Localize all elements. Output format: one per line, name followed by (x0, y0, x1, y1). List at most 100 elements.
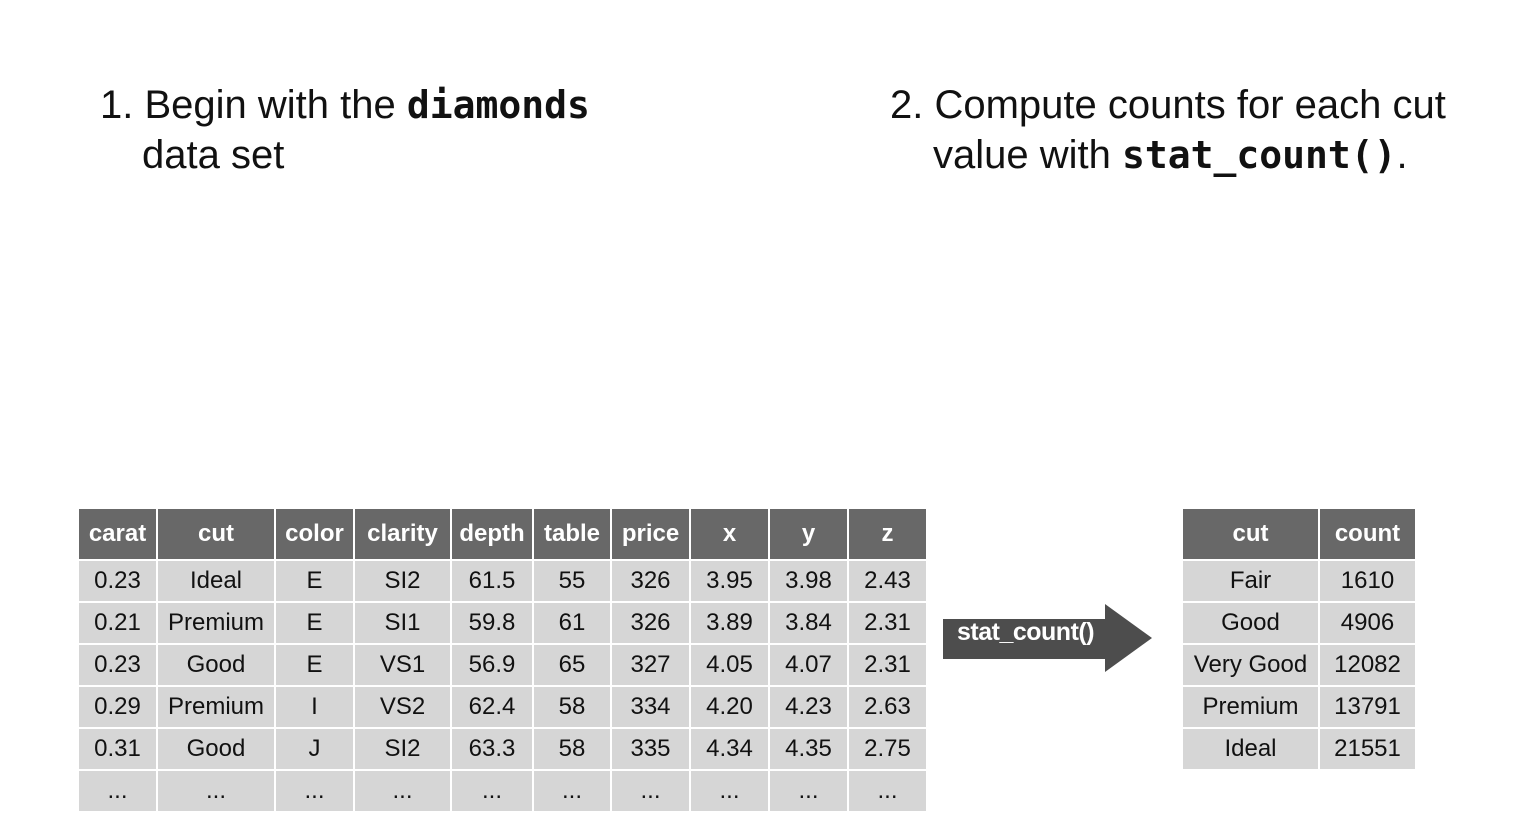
table-cell: 56.9 (450, 643, 534, 687)
table-cell: 58 (532, 727, 612, 771)
table-row: 0.31 Good J SI2 63.3 58 335 4.34 4.35 2.75 (77, 727, 928, 771)
table-cell: 0.31 (77, 727, 158, 771)
table-cell: 4.35 (768, 727, 849, 771)
table-cell: 58 (532, 685, 612, 729)
table-cell: 2.43 (847, 559, 928, 603)
column-header: y (768, 507, 849, 561)
table-cell: 0.21 (77, 601, 158, 645)
table-row: .............................. (77, 769, 928, 813)
column-header: cut (1181, 507, 1320, 561)
step-2-line2: value with stat_count(). (890, 130, 1446, 180)
table-cell: Good (1181, 601, 1320, 645)
table-cell: VS2 (353, 685, 452, 729)
table-row: Very Good 12082 (1181, 643, 1417, 687)
table-cell: ... (847, 769, 928, 813)
table-row: 0.23 Ideal E SI2 61.5 55 326 3.95 3.98 2.43 (77, 559, 928, 603)
table-cell: ... (768, 769, 849, 813)
table-cell: 4.34 (689, 727, 770, 771)
table-cell: SI1 (353, 601, 452, 645)
stat-count-arrow (943, 604, 1152, 672)
table-cell: 4.07 (768, 643, 849, 687)
table-cell: SI2 (353, 727, 452, 771)
table-cell: I (274, 685, 355, 729)
table-cell: 0.23 (77, 559, 158, 603)
column-header: color (274, 507, 355, 561)
table-cell: 2.63 (847, 685, 928, 729)
column-header: table (532, 507, 612, 561)
table-cell: E (274, 643, 355, 687)
table-row: Good 4906 (1181, 601, 1417, 645)
table-cell: 4.05 (689, 643, 770, 687)
table-cell: 62.4 (450, 685, 534, 729)
stat-count-label: stat_count() (957, 618, 1095, 646)
table-cell: Premium (156, 601, 276, 645)
table-cell: Very Good (1181, 643, 1320, 687)
table-cell: 55 (532, 559, 612, 603)
table-cell: 65 (532, 643, 612, 687)
counts-header-row: cut count (1181, 507, 1417, 561)
table-cell: ... (77, 769, 158, 813)
counts-table: cut count Fair 1610 Good 4906 Very Good 12082 P… (1181, 507, 1417, 771)
table-cell: VS1 (353, 643, 452, 687)
step-2-text: value with (933, 133, 1122, 177)
table-cell: 335 (610, 727, 691, 771)
table-cell: Premium (156, 685, 276, 729)
table-cell: 0.23 (77, 643, 158, 687)
table-cell: 63.3 (450, 727, 534, 771)
table-cell: ... (610, 769, 691, 813)
column-header: carat (77, 507, 158, 561)
table-cell: 327 (610, 643, 691, 687)
table-cell: 61.5 (450, 559, 534, 603)
table-cell: 13791 (1318, 685, 1417, 729)
table-row: Ideal 21551 (1181, 727, 1417, 771)
table-cell: 2.31 (847, 601, 928, 645)
table-cell: 4.20 (689, 685, 770, 729)
table-cell: 3.89 (689, 601, 770, 645)
table-cell: Good (156, 643, 276, 687)
table-cell: 2.31 (847, 643, 928, 687)
step-1-number: 1. (100, 83, 134, 127)
step-2-line1: Compute counts for each cut (923, 83, 1446, 127)
table-cell: Premium (1181, 685, 1320, 729)
table-cell: 3.98 (768, 559, 849, 603)
step-2-period: . (1396, 133, 1408, 177)
column-header: count (1318, 507, 1417, 561)
table-row: 0.29 Premium I VS2 62.4 58 334 4.20 4.23 2.63 (77, 685, 928, 729)
table-cell: 1610 (1318, 559, 1417, 603)
diamonds-body: 0.23 Ideal E SI2 61.5 55 326 3.95 3.98 2.43 0.21 Pr… (77, 559, 928, 813)
arrow-shape (943, 604, 1152, 672)
table-cell: 59.8 (450, 601, 534, 645)
table-cell: Fair (1181, 559, 1320, 603)
step-2-caption: 2. Compute counts for each cut value wit… (890, 80, 1446, 180)
table-cell: ... (274, 769, 355, 813)
table-cell: ... (353, 769, 452, 813)
table-cell: ... (532, 769, 612, 813)
column-header: price (610, 507, 691, 561)
table-cell: 4906 (1318, 601, 1417, 645)
table-cell: SI2 (353, 559, 452, 603)
table-cell: 2.75 (847, 727, 928, 771)
table-cell: Ideal (156, 559, 276, 603)
step-1-text: Begin with the (133, 83, 407, 127)
table-cell: 326 (610, 559, 691, 603)
table-cell: E (274, 601, 355, 645)
counts-body: Fair 1610 Good 4906 Very Good 12082 Premium 137… (1181, 559, 1417, 771)
column-header: clarity (353, 507, 452, 561)
step-2-number: 2. (890, 83, 924, 127)
table-cell: 61 (532, 601, 612, 645)
table-cell: 4.23 (768, 685, 849, 729)
table-cell: 3.84 (768, 601, 849, 645)
table-cell: 21551 (1318, 727, 1417, 771)
table-row: Fair 1610 (1181, 559, 1417, 603)
table-cell: Good (156, 727, 276, 771)
step-2-code: stat_count() (1121, 133, 1397, 177)
diamonds-header-row: carat cut color clarity depth table price x y z (77, 507, 928, 561)
column-header: cut (156, 507, 276, 561)
table-cell: ... (689, 769, 770, 813)
column-header: depth (450, 507, 534, 561)
table-row: 0.23 Good E VS1 56.9 65 327 4.05 4.07 2.31 (77, 643, 928, 687)
table-cell: J (274, 727, 355, 771)
diamonds-table: carat cut color clarity depth table price x y z 0… (77, 507, 928, 813)
table-cell: 326 (610, 601, 691, 645)
table-row: Premium 13791 (1181, 685, 1417, 729)
